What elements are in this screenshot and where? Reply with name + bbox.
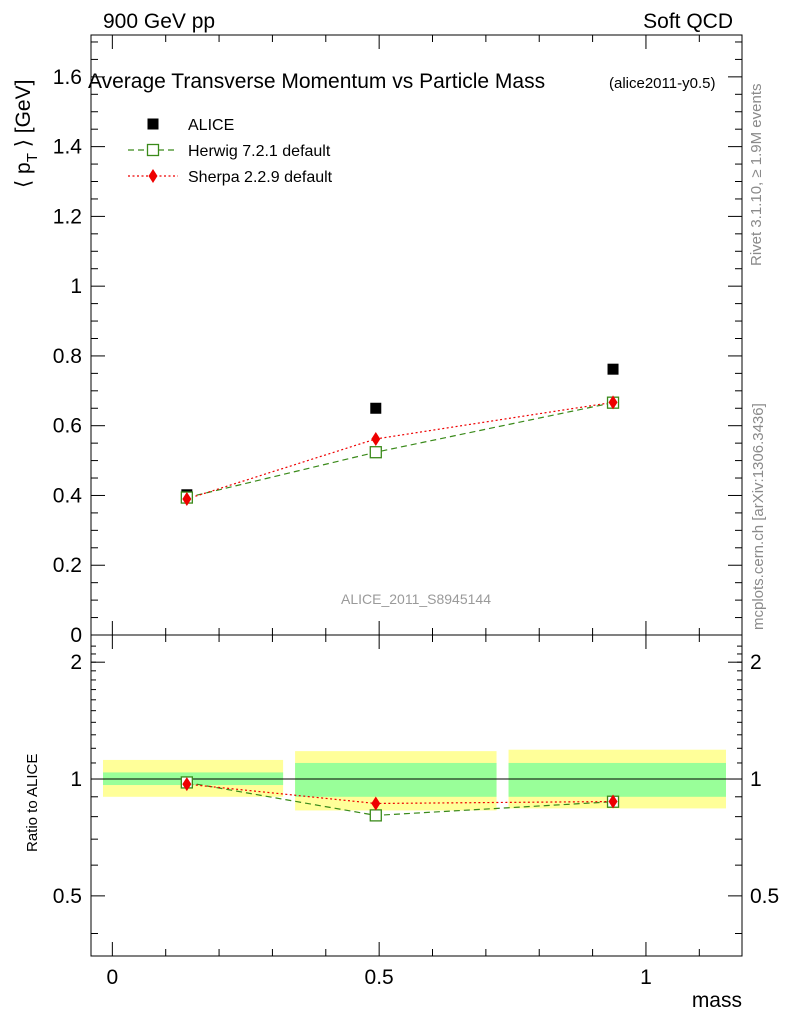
legend-label-0: ALICE: [188, 117, 234, 134]
legend: ALICE Herwig 7.2.1 default Sherpa 2.2.9 de…: [128, 117, 333, 186]
ratio-point-2: [608, 794, 618, 809]
data-point-0: [370, 402, 382, 414]
y-tick-label: 1.6: [53, 66, 82, 89]
x-tick-label: 0.5: [365, 966, 394, 989]
y-tick-label: 0.2: [53, 554, 82, 577]
header-left: 900 GeV pp: [103, 10, 215, 33]
data-point-2: [371, 431, 381, 446]
ratio-y-tick-label: 2: [70, 651, 82, 674]
main-ticks: 0 0.2 0.4 0.6 0.8 1 1.2 1.4 1.6: [53, 35, 742, 647]
y-tick-label: 0.4: [53, 484, 83, 507]
main-markers: [180, 363, 620, 506]
data-point-2: [608, 395, 618, 410]
y-axis-label-ratio: Ratio to ALICE: [24, 754, 41, 852]
x-axis-label: mass: [692, 989, 742, 1012]
ratio-y-tick-label: 0.5: [53, 885, 82, 908]
ratio-ticks: 0 0.5 1 0.5 0.5 1 1 2 2: [53, 635, 779, 989]
series-line-2: [186, 401, 614, 500]
ratio-y-tick-label-right: 1: [750, 768, 762, 791]
inner-band: [295, 762, 497, 797]
y-tick-label: 0.8: [53, 345, 82, 368]
ratio-point-1: [369, 809, 382, 822]
y-tick-label: 0.6: [53, 415, 82, 438]
ratio-point-2: [371, 796, 381, 811]
y-tick-label: 1.2: [53, 205, 82, 228]
y-axis-label-main: ⟨ pT ⟩ [GeV]: [12, 80, 41, 188]
mcplots-label: mcplots.cern.ch [arXiv:1306.3436]: [750, 403, 767, 630]
y-tick-label: 1.4: [53, 136, 83, 159]
chart-title: Average Transverse Momentum vs Particle …: [88, 70, 545, 93]
analysis-watermark: ALICE_2011_S8945144: [341, 591, 491, 607]
x-tick-label: 0: [107, 966, 119, 989]
data-point-2: [182, 491, 192, 506]
data-point-0: [607, 363, 619, 375]
series-line-1: [186, 402, 614, 499]
ratio-y-tick-label-right: 0.5: [750, 885, 779, 908]
legend-label-2: Sherpa 2.2.9 default: [188, 169, 333, 186]
ratio-panel: 0 0.5 1 0.5 0.5 1 1 2 2 Ratio to ALICE mass: [24, 634, 779, 1012]
main-panel: 0 0.2 0.4 0.6 0.8 1 1.2 1.4 1.6 Average Transver…: [12, 34, 743, 647]
legend-marker-0: [147, 118, 159, 130]
header-right: Soft QCD: [643, 10, 733, 33]
ratio-markers: [180, 776, 620, 822]
ratio-y-tick-label: 1: [70, 768, 82, 791]
y-tick-label: 0: [70, 624, 82, 647]
ratio-y-tick-label-right: 2: [750, 651, 762, 674]
inner-band: [508, 762, 726, 797]
data-point-1: [369, 446, 382, 459]
legend-label-1: Herwig 7.2.1 default: [188, 143, 331, 160]
x-tick-label: 1: [640, 966, 652, 989]
ratio-point-2: [182, 777, 192, 792]
rivet-label: Rivet 3.1.10, ≥ 1.9M events: [748, 84, 765, 267]
legend-marker-2: [148, 169, 158, 183]
uncertainty-bands: [103, 749, 726, 811]
legend-marker-1: [146, 143, 160, 157]
chart-title-tag: (alice2011-y0.5): [609, 75, 715, 92]
y-tick-label: 1: [70, 275, 82, 298]
ratio-frame: [90, 634, 743, 957]
main-series-lines: [186, 401, 614, 500]
